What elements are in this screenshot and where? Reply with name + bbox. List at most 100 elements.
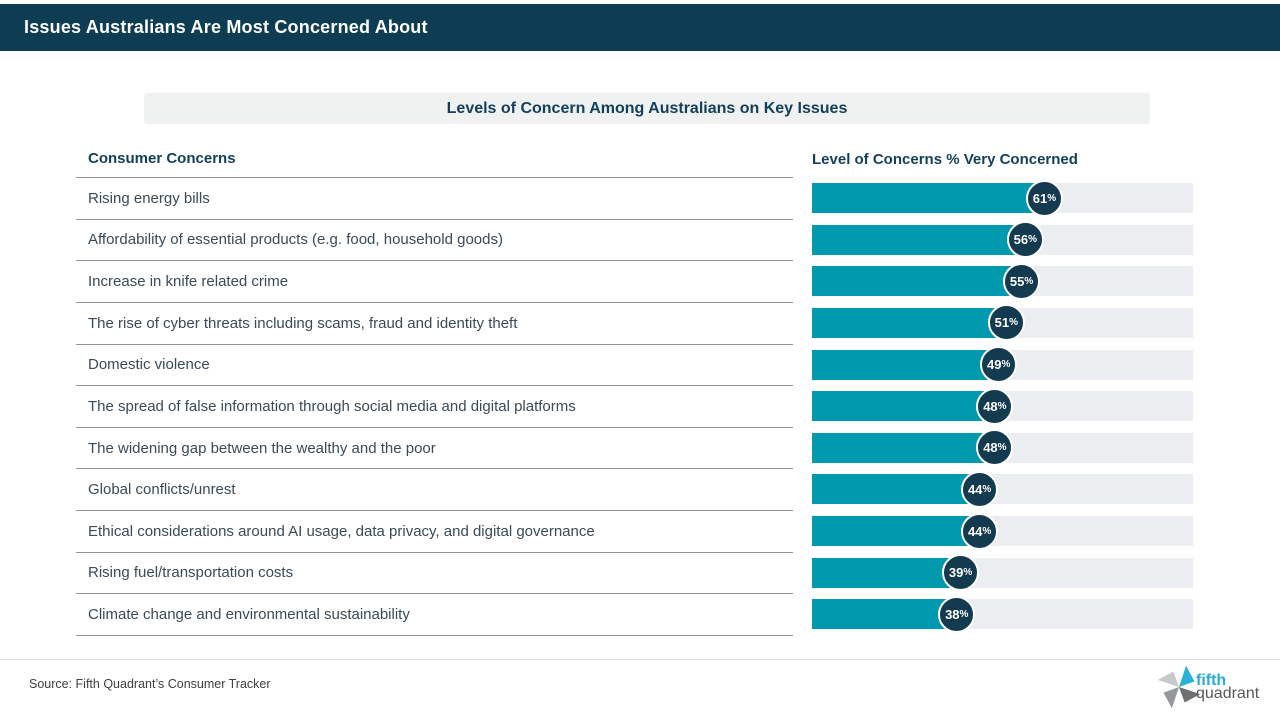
value-number: 55 [1009, 273, 1025, 289]
value-badge: 44% [961, 512, 999, 550]
bar-fill: 49% [812, 346, 1018, 383]
bar-track: 38% [812, 595, 1193, 633]
bar-row: 44% [812, 512, 1193, 558]
bar-fill: 39% [812, 554, 980, 592]
bar-fill: 55% [812, 262, 1041, 300]
bar-row: 48% [812, 387, 1193, 433]
concern-label: Increase in knife related crime [88, 273, 289, 291]
bar-track: 56% [812, 221, 1193, 259]
bar-fill: 38% [812, 595, 976, 633]
bar-row: 38% [812, 595, 1193, 641]
logo-line2: quadrant [1196, 685, 1260, 702]
value-suffix: % [1047, 192, 1057, 204]
bar-fill: 61% [812, 179, 1063, 217]
value-number: 49 [987, 357, 1002, 372]
logo-wordmark: fifth quadrant [1196, 672, 1260, 702]
bar-row: 49% [812, 346, 1193, 392]
page-title: Issues Australians Are Most Concerned Ab… [24, 17, 428, 37]
bar-track: 48% [812, 387, 1193, 425]
concern-label: The rise of cyber threats including scam… [88, 314, 518, 332]
bar-chart: Level of Concerns % Very Concerned 61% 56… [812, 140, 1193, 641]
value-badge: 48% [976, 429, 1014, 467]
page-header: Issues Australians Are Most Concerned Ab… [0, 4, 1280, 51]
bar-row: 51% [812, 304, 1193, 350]
bar-row: 39% [812, 554, 1193, 600]
concern-rows: Rising energy bills Affordability of esse… [76, 178, 793, 636]
value-suffix: % [959, 608, 969, 620]
bar-track: 61% [812, 179, 1193, 217]
logo-line1: fifth [1196, 672, 1227, 689]
bar-row: 61% [812, 179, 1193, 225]
value-suffix: % [1009, 317, 1018, 329]
value-number: 48 [983, 398, 998, 414]
value-number: 56 [1013, 232, 1029, 248]
table-row: The widening gap between the wealthy and… [76, 428, 793, 470]
table-row: The rise of cyber threats including scam… [76, 303, 793, 345]
column-header-concerns: Consumer Concerns [76, 140, 793, 178]
concern-label: Global conflicts/unrest [88, 481, 236, 499]
concern-label: Rising energy bills [88, 189, 210, 207]
value-badge: 61% [1025, 179, 1063, 217]
value-badge: 38% [938, 595, 976, 633]
bar-row: 44% [812, 470, 1193, 516]
pinwheel-icon [1157, 665, 1201, 709]
bar-fill: 44% [812, 512, 999, 550]
concern-label: Ethical considerations around AI usage, … [88, 522, 595, 540]
value-number: 39 [948, 565, 964, 581]
value-suffix: % [1001, 359, 1011, 370]
value-suffix: % [997, 400, 1007, 412]
concern-label: Climate change and environmental sustain… [88, 606, 410, 624]
value-badge: 48% [976, 387, 1014, 425]
value-badge: 56% [1006, 221, 1044, 259]
concern-label: Rising fuel/transportation costs [88, 564, 294, 582]
table-row: Global conflicts/unrest [76, 469, 793, 511]
bar-track: 49% [812, 346, 1193, 383]
bar-track: 51% [812, 304, 1193, 342]
value-suffix: % [997, 442, 1007, 454]
fifth-quadrant-logo: fifth quadrant [1156, 664, 1259, 710]
chart-title: Levels of Concern Among Australians on K… [446, 99, 848, 117]
bar-fill: 51% [812, 304, 1025, 342]
concerns-table: Consumer Concerns Rising energy bills Aff… [76, 140, 793, 636]
table-row: Increase in knife related crime [76, 261, 793, 303]
table-row: Rising energy bills [76, 178, 793, 220]
bar-track: 39% [812, 554, 1193, 592]
table-row: Domestic violence [76, 345, 793, 387]
table-row: The spread of false information through … [76, 386, 793, 428]
chart-title-banner: Levels of Concern Among Australians on K… [144, 93, 1150, 124]
value-badge: 51% [987, 304, 1025, 342]
concern-label: The widening gap between the wealthy and… [88, 439, 436, 457]
concern-label: Affordability of essential products (e.g… [88, 231, 503, 249]
bar-row: 56% [812, 221, 1193, 267]
value-number: 61 [1032, 190, 1048, 206]
column-header-levels: Level of Concerns % Very Concerned [812, 150, 1078, 168]
value-badge: 55% [1003, 262, 1041, 300]
bar-track: 55% [812, 262, 1193, 300]
concern-label: Domestic violence [88, 356, 210, 374]
bar-track: 48% [812, 429, 1193, 467]
value-badge: 49% [980, 346, 1018, 383]
bar-track: 44% [812, 512, 1193, 550]
bar-fill: 44% [812, 470, 999, 508]
value-number: 48 [983, 440, 998, 456]
value-suffix: % [982, 525, 992, 537]
source-text: Source: Fifth Quadrant’s Consumer Tracke… [29, 677, 271, 691]
value-badge: 44% [961, 470, 999, 508]
value-badge: 39% [942, 554, 980, 592]
bar-row: 48% [812, 429, 1193, 475]
value-suffix: % [1024, 275, 1034, 287]
table-row: Climate change and environmental sustain… [76, 594, 793, 636]
value-suffix: % [963, 567, 973, 579]
value-suffix: % [982, 483, 992, 495]
value-number: 51 [994, 315, 1010, 331]
value-number: 44 [967, 481, 983, 497]
table-row: Rising fuel/transportation costs [76, 553, 793, 595]
bar-fill: 56% [812, 221, 1044, 259]
bar-row: 55% [812, 262, 1193, 308]
table-row: Affordability of essential products (e.g… [76, 220, 793, 262]
value-number: 44 [967, 523, 983, 539]
bar-track: 44% [812, 470, 1193, 508]
concern-label: The spread of false information through … [88, 397, 576, 415]
footer-divider [0, 659, 1280, 660]
